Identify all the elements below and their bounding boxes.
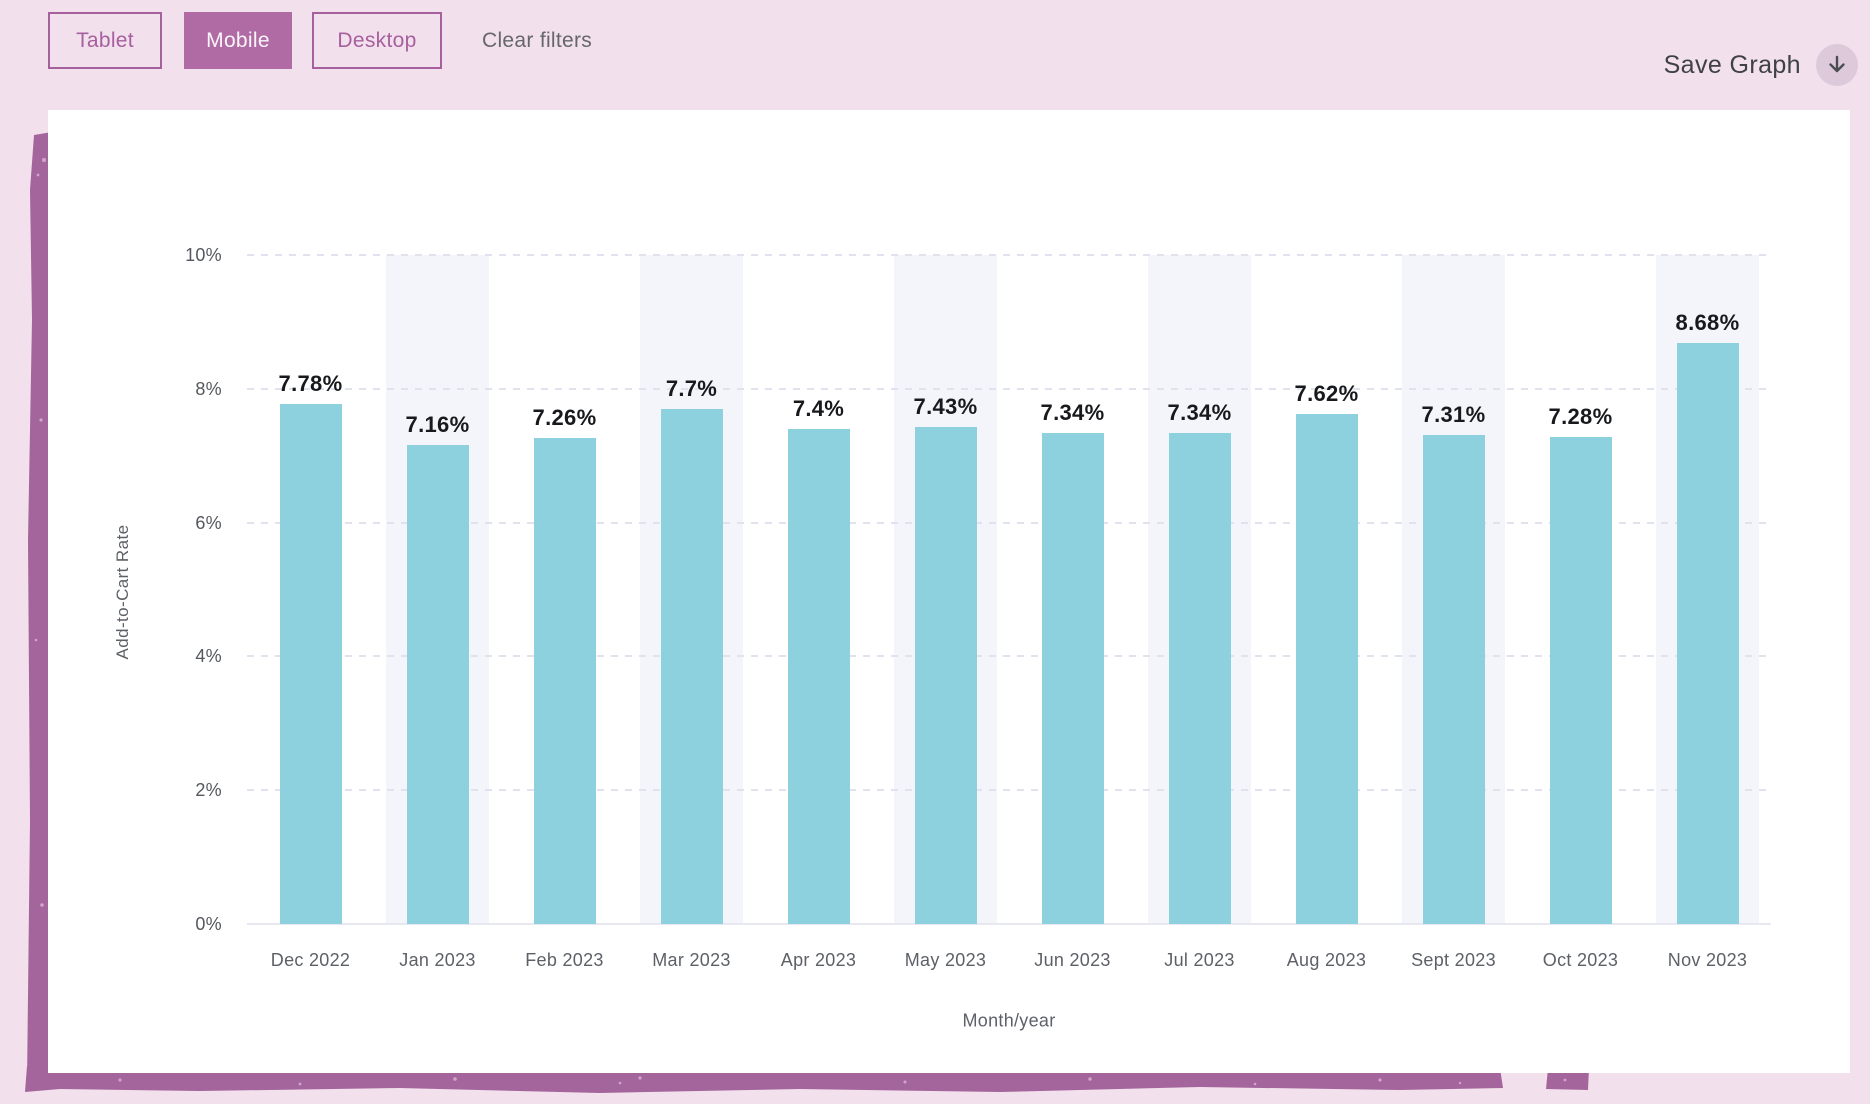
x-tick-label: Oct 2023	[1542, 950, 1619, 970]
bar-value-label: 7.26%	[532, 405, 597, 431]
y-tick-label: 10%	[185, 245, 222, 265]
bar-oct-2023[interactable]	[1549, 436, 1612, 924]
gridline	[247, 254, 1771, 256]
bar-value-label: 7.7%	[665, 375, 718, 401]
gridline	[247, 655, 1771, 658]
filter-button-tablet[interactable]: Tablet	[48, 12, 162, 69]
bar-apr-2023[interactable]	[787, 428, 850, 924]
bar-value-label: 7.4%	[792, 395, 845, 421]
x-tick-label: Aug 2023	[1286, 950, 1367, 970]
bar-value-label: 7.16%	[405, 411, 470, 437]
bar-jul-2023[interactable]	[1168, 432, 1231, 924]
x-tick-label: Dec 2022	[270, 950, 351, 970]
y-tick-label: 0%	[195, 914, 222, 934]
save-graph-label: Save Graph	[1663, 50, 1801, 79]
x-axis-line	[247, 923, 1771, 925]
bar-value-label: 7.62%	[1294, 381, 1359, 407]
y-tick-label: 6%	[195, 512, 222, 533]
y-tick-label: 8%	[195, 378, 222, 399]
bar-value-label: 7.34%	[1167, 399, 1232, 425]
download-button[interactable]	[1816, 44, 1858, 86]
x-tick-label: Mar 2023	[652, 950, 731, 970]
bar-value-label: 8.68%	[1675, 310, 1740, 336]
bar-value-label: 7.78%	[278, 370, 343, 396]
bar-feb-2023[interactable]	[533, 438, 596, 924]
x-axis-title: Month/year	[962, 1010, 1056, 1031]
arrow-down-icon	[1829, 55, 1845, 73]
bar-value-label: 7.43%	[913, 393, 978, 419]
x-tick-label: Sept 2023	[1411, 950, 1496, 970]
clear-filters-link[interactable]: Clear filters	[482, 29, 593, 52]
gridline	[247, 387, 1771, 390]
bar-jan-2023[interactable]	[406, 444, 469, 924]
y-tick-label: 4%	[195, 646, 222, 667]
bar-value-label: 7.28%	[1548, 403, 1613, 429]
bar-may-2023[interactable]	[914, 426, 977, 924]
y-axis-title: Add-to-Cart Rate	[113, 524, 132, 660]
x-tick-label: Nov 2023	[1667, 950, 1748, 970]
x-tick-label: Jul 2023	[1164, 950, 1235, 970]
gridline	[247, 789, 1771, 792]
bar-nov-2023[interactable]	[1676, 343, 1739, 924]
bar-value-label: 7.31%	[1421, 401, 1486, 427]
x-tick-label: May 2023	[904, 950, 987, 970]
brush-stroke-chunk	[1546, 1068, 1589, 1090]
bar-mar-2023[interactable]	[660, 408, 723, 924]
x-tick-label: Jun 2023	[1034, 950, 1111, 970]
x-tick-label: Apr 2023	[780, 950, 857, 970]
bar-sept-2023[interactable]	[1422, 434, 1485, 924]
bar-dec-2022[interactable]	[279, 403, 342, 924]
filter-button-desktop[interactable]: Desktop	[312, 12, 442, 69]
x-tick-label: Jan 2023	[399, 950, 476, 970]
y-tick-label: 2%	[195, 780, 222, 801]
bar-value-label: 7.34%	[1040, 399, 1105, 425]
filter-button-mobile[interactable]: Mobile	[184, 12, 292, 69]
bar-jun-2023[interactable]	[1041, 432, 1104, 924]
x-tick-label: Feb 2023	[525, 950, 604, 970]
save-graph-control: Save Graph	[1664, 44, 1858, 86]
bar-aug-2023[interactable]	[1295, 414, 1358, 924]
gridline	[247, 521, 1771, 524]
